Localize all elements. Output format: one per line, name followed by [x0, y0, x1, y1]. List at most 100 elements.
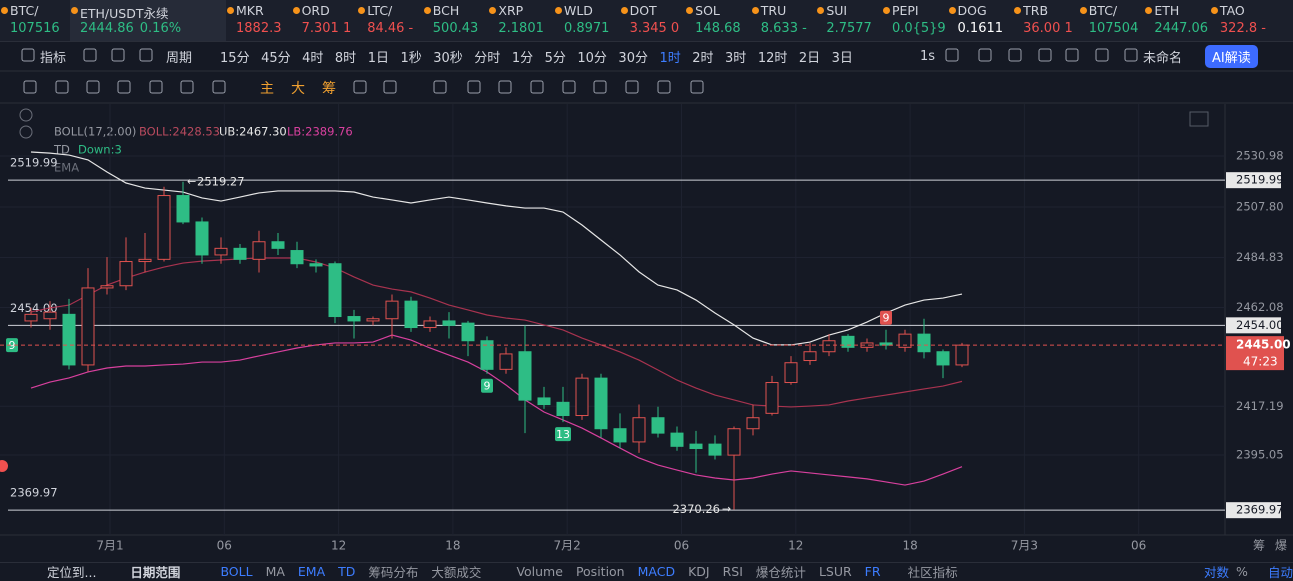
seconds-button[interactable]: 1s [920, 48, 936, 64]
toolbar-icon [86, 80, 100, 94]
interval-button[interactable]: 45分 [261, 50, 291, 66]
ticker-price: 7.301 1 [301, 21, 352, 36]
interval-button[interactable]: 3时 [725, 50, 747, 66]
interval-button[interactable]: 1时 [659, 50, 681, 66]
sub-indicator[interactable]: 爆仓统计 [755, 565, 806, 580]
ticker-icon [292, 7, 300, 14]
ticker-item[interactable]: MKR 1882.3 [226, 0, 292, 41]
ticker-price: 107516 [10, 21, 60, 36]
ai-button[interactable]: AI解读 [1205, 44, 1258, 68]
collapse-icon[interactable] [19, 108, 33, 122]
main-indicator[interactable]: BOLL [220, 564, 253, 579]
sub-indicator[interactable]: LSUR [818, 564, 852, 579]
ticker-item[interactable]: TRB 36.00 1 [1013, 0, 1079, 41]
sub-indicator[interactable]: MACD [637, 564, 676, 579]
main-indicator[interactable]: 筹码分布 [368, 565, 419, 580]
ticker-item[interactable]: BTC/107504 [1079, 0, 1145, 41]
main-indicator[interactable]: EMA [297, 564, 326, 579]
ticker-item[interactable]: BCH 500.43 [423, 0, 489, 41]
interval-button[interactable]: 1日 [367, 50, 389, 66]
candle-body [309, 263, 323, 267]
interval-button[interactable]: 5分 [544, 50, 566, 66]
ticker-item[interactable]: ETH/USDT永续 2444.86 0.16% [70, 0, 226, 41]
collapse-icon[interactable] [19, 125, 33, 139]
ticker-price: 8.633 - [760, 21, 807, 36]
ticker-name: TRB [1023, 3, 1049, 18]
ticker-item[interactable]: DOT 3.345 0 [620, 0, 686, 41]
candle-body [708, 443, 722, 456]
drawing-label[interactable]: 大 [291, 81, 305, 97]
expand-icon[interactable] [1189, 111, 1209, 127]
interval-button[interactable]: 2日 [798, 50, 821, 66]
ticker-item[interactable]: TAO 322.8 - [1210, 0, 1276, 41]
sub-indicator[interactable]: KDJ [688, 564, 710, 579]
toolbar-icon [1095, 48, 1109, 62]
ticker-item[interactable]: LTC/84.46 - [357, 0, 423, 41]
interval-button[interactable]: 3日 [831, 50, 853, 66]
interval-button[interactable]: 2时 [692, 50, 714, 66]
toolbar-icon [593, 80, 607, 94]
ticker-icon [686, 7, 694, 14]
scale-option[interactable]: % [1236, 564, 1248, 579]
range-button[interactable]: 日期范围 [130, 565, 181, 580]
sub-indicator[interactable]: FR [864, 564, 881, 579]
candle-body [746, 417, 760, 430]
indicators-button[interactable]: 指标 [40, 50, 67, 66]
ticker-item[interactable]: TRU 8.633 - [751, 0, 817, 41]
period-button[interactable]: 周期 [166, 50, 193, 66]
ticker-item[interactable]: ORD 7.301 1 [292, 0, 358, 41]
ticker-item[interactable]: WLD 0.8971 [554, 0, 620, 41]
main-indicator[interactable]: 大额成交 [431, 565, 482, 580]
interval-button[interactable]: 30分 [618, 50, 648, 66]
ticker-item[interactable]: BTC/107516 [0, 0, 70, 41]
ticker-item[interactable]: PEPI 0.0{5}9 [882, 0, 948, 41]
locate-button[interactable]: 定位到... [47, 565, 97, 580]
interval-button[interactable]: 10分 [577, 50, 607, 66]
interval-button[interactable]: 1秒 [400, 50, 422, 66]
scale-option[interactable]: 对数 [1204, 565, 1230, 580]
ticker-item[interactable]: SUI 2.7577 [816, 0, 882, 41]
ticker-item[interactable]: SOL 148.68 [685, 0, 751, 41]
ticker-price: 107504 [1088, 21, 1139, 36]
sub-indicator[interactable]: Position [575, 564, 625, 579]
toolbar: 指标 周期 15分 45分 4时 8时 1日 1秒 30秒 分时 1分 5分 10分 30分 1时 2时 3时 1… [0, 43, 1293, 69]
legend-td: TD [53, 143, 70, 157]
ticker-icon [1014, 7, 1022, 14]
arrow: ← [187, 175, 196, 188]
interval-button[interactable]: 30秒 [433, 50, 463, 66]
x-tick-label: 06 [1131, 539, 1146, 553]
community-button[interactable]: 社区指标 [907, 565, 958, 580]
toolbar-icon [1124, 48, 1138, 62]
interval-button[interactable]: 15分 [220, 50, 250, 66]
drawing-label[interactable]: 主 [260, 81, 274, 97]
td-marker: 9 [9, 339, 16, 352]
interval-button[interactable]: 8时 [334, 50, 357, 66]
main-indicator[interactable]: TD [338, 564, 356, 579]
bollinger-line [30, 151, 963, 346]
ticker-item[interactable]: XRP 2.1801 [488, 0, 554, 41]
interval-button[interactable]: 4时 [302, 50, 324, 66]
x-tick-label: 18 [445, 539, 460, 553]
ticker-price: 0.1611 [957, 21, 1004, 36]
interval-button[interactable]: 12时 [757, 50, 788, 66]
interval-button[interactable]: 1分 [511, 50, 534, 66]
scale-option[interactable]: 自动 [1268, 565, 1293, 580]
layout-name[interactable]: 未命名 [1143, 50, 1183, 66]
sub-indicator[interactable]: Volume [516, 564, 563, 579]
ticker-item[interactable]: DOG 0.1611 [948, 0, 1014, 41]
candle-body [328, 263, 342, 318]
drawing-label[interactable]: 筹 [322, 81, 336, 97]
main-indicator[interactable]: MA [265, 564, 285, 579]
toolbar-icon [149, 80, 163, 94]
axis-corner: 筹 [1253, 539, 1265, 553]
interval-button[interactable]: 分时 [474, 50, 501, 66]
td-marker: 9 [883, 312, 890, 325]
ticker-item[interactable]: ETH 2447.06 [1144, 0, 1210, 41]
sub-indicator[interactable]: RSI [722, 564, 743, 579]
candle-body [366, 318, 380, 322]
candle-body [480, 340, 494, 370]
td-marker: 13 [556, 428, 570, 441]
ticker-name: ETH [1154, 3, 1180, 18]
bottom-bar: 定位到... 日期范围 BOLL MA EMA TD 筹码分布 大额成交 Volume Posit… [0, 562, 1293, 580]
